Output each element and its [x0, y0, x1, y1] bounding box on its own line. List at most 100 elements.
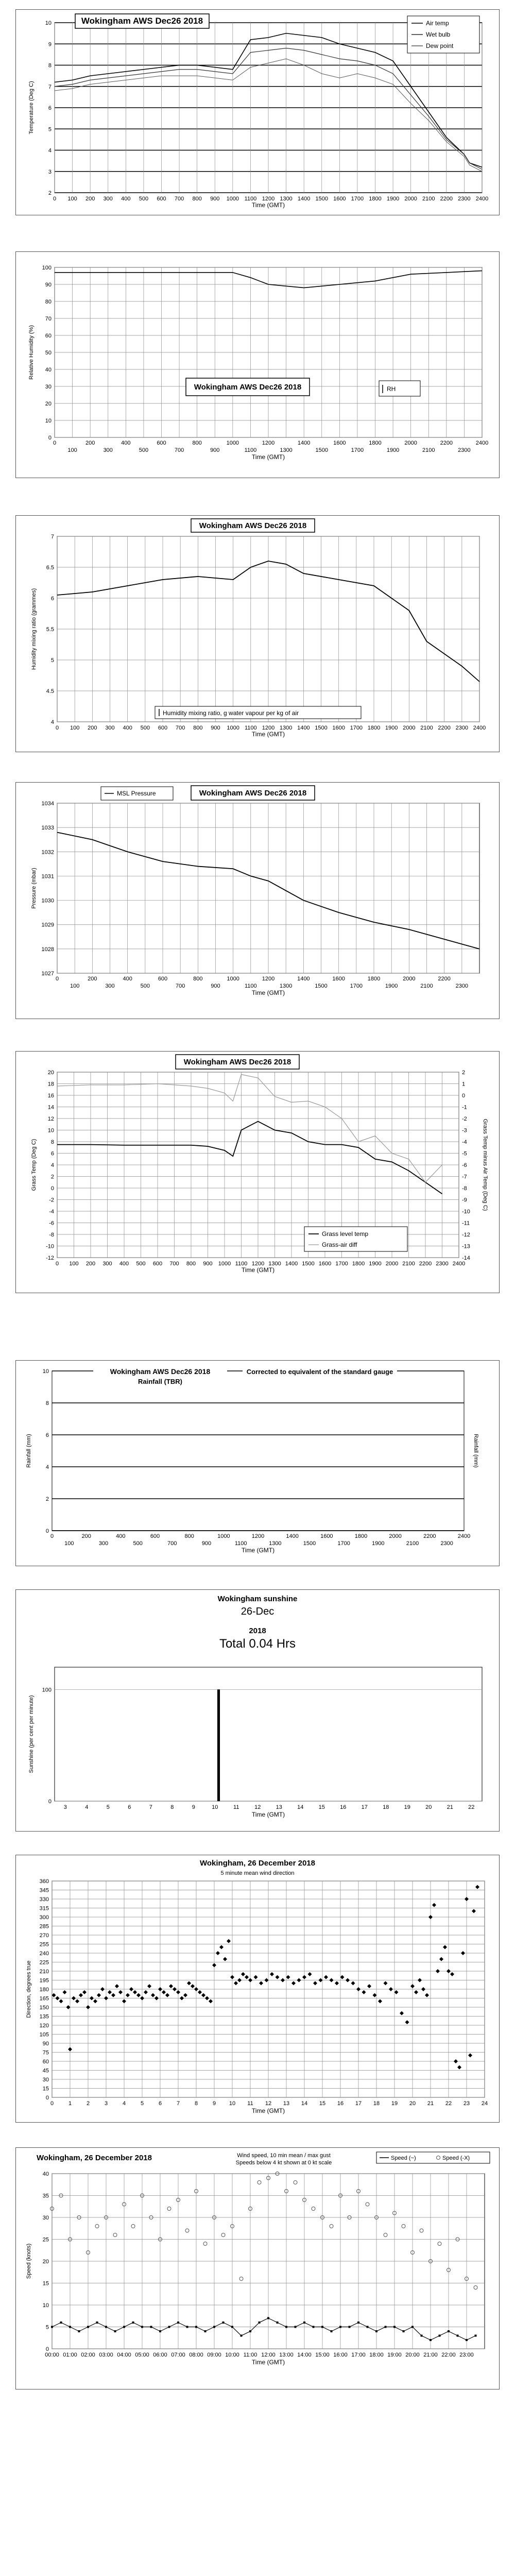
x-tick-label: 13: [283, 2100, 289, 2107]
sunshine-bar: [217, 1689, 219, 1801]
wind-mean-point: [231, 2326, 233, 2328]
x-tick-label: 22: [468, 1804, 474, 1810]
wind-gust-point: [447, 2268, 451, 2272]
x-tick-label: 500: [133, 1540, 142, 1547]
wind-mean-point: [186, 2326, 188, 2328]
y2-tick-label: -9: [462, 1197, 467, 1204]
y-tick-label: 255: [40, 1942, 49, 1948]
x-tick-label: 7: [149, 1804, 152, 1810]
wind-direction-point: [68, 2047, 72, 2052]
wind-gust-point: [392, 2211, 397, 2215]
wind-direction-point: [356, 1987, 360, 1991]
wind-direction-point: [313, 1981, 317, 1986]
wind-direction-point: [154, 1996, 159, 2001]
temp-series-line: [54, 47, 483, 170]
x-tick-label: 1700: [351, 196, 364, 202]
x-tick-label: 2000: [404, 440, 417, 446]
x-axis-label: Time (GMT): [242, 1547, 274, 1554]
wind-mean-point: [249, 2330, 251, 2332]
y-tick-label: 20: [48, 1070, 54, 1076]
x-tick-label: 500: [139, 196, 148, 202]
x-tick-label: 0: [50, 1533, 54, 1539]
x-tick-label: 1300: [280, 196, 292, 202]
chart-title: Wokingham AWS Dec26 2018: [194, 383, 301, 392]
wind-direction-point: [383, 1981, 388, 1986]
x-tick-label: 300: [99, 1540, 108, 1547]
wind-gust-point: [465, 2277, 469, 2281]
wind-direction-point: [187, 1981, 191, 1986]
wind-direction-point: [264, 1978, 269, 1982]
x-tick-label: 300: [104, 447, 113, 453]
x-tick-label: 1900: [372, 1540, 384, 1547]
x-tick-label: 600: [158, 976, 167, 982]
y-tick-label: 30: [43, 2077, 49, 2083]
wind-mean-point: [96, 2321, 98, 2324]
wind-gust-point: [338, 2193, 342, 2198]
x-tick-label: 2300: [456, 725, 468, 731]
x-tick-label: 1500: [315, 983, 327, 989]
chart-title: Wokingham AWS Dec26 2018: [110, 1367, 211, 1376]
sunshine-bar: [218, 1689, 220, 1801]
wind-gust-point: [167, 2207, 171, 2211]
y-tick-label: 10: [45, 20, 52, 26]
chart-subtitle: 5 minute mean wind direction: [220, 1870, 294, 1876]
y-tick-label: 1033: [42, 825, 54, 831]
wind-direction-point: [436, 1969, 440, 1973]
sunshine-chart-panel: 0 100 3 4 5 6 7 8 9 10 11 12 13 14 15 16 17 18 19 20 21 22 Tim…: [15, 1589, 500, 1832]
x-tick-label: 2300: [440, 1540, 453, 1547]
wind-mean-point: [366, 2326, 369, 2328]
x-tick-label: 200: [85, 196, 95, 202]
wind-gust-point: [221, 2233, 226, 2237]
x-tick-label: 1200: [252, 1261, 264, 1267]
x-tick-label: 600: [157, 196, 166, 202]
wind-gust-point: [428, 2259, 433, 2263]
legend-label: Humidity mixing ratio, g water vapour pe…: [163, 709, 299, 717]
x-tick-label: 6: [128, 1804, 131, 1810]
y-tick-label: 20: [43, 2259, 49, 2265]
wind-mean-point: [438, 2334, 441, 2337]
wind-gust-point: [122, 2202, 126, 2207]
wind-speed-chart: 0 5 10 15 20 25 30 35 40 00:00 01:00 02:00 03:00 04:0…: [26, 2151, 490, 2366]
x-tick-label: 300: [102, 1261, 112, 1267]
grass-temp-chart-panel: -12 -10 -8 -6 -4 -2 0 2 4 6 8 10 12 14 16 18 20 0 100 200 30…: [15, 1051, 500, 1293]
x-tick-label: 2200: [440, 196, 453, 202]
wind-direction-point: [351, 1981, 355, 1986]
wind-mean-line: [52, 2317, 476, 2341]
wind-mean-point: [312, 2326, 315, 2328]
x-tick-label: 9: [213, 2100, 216, 2107]
x-tick-label: 600: [150, 1533, 160, 1539]
y-tick-label: 8: [46, 1400, 49, 1406]
chart-title: Wokingham sunshine: [218, 1595, 298, 1603]
legend-label: Air temp: [426, 20, 449, 27]
wind-speed-chart-panel: 0 5 10 15 20 25 30 35 40 00:00 01:00 02:00 03:00 04:0…: [15, 2147, 500, 2389]
y-tick-label: 10: [43, 2302, 49, 2309]
wind-direction-point: [118, 1990, 123, 1994]
x-tick-label: 1000: [217, 1533, 230, 1539]
x-tick-label: 1500: [302, 1261, 314, 1267]
x-tick-label: 16: [337, 2100, 344, 2107]
wind-direction-point: [362, 1990, 366, 1994]
x-tick-label: 300: [104, 196, 113, 202]
x-tick-label: 800: [193, 725, 202, 731]
y-tick-label: 2: [46, 1496, 49, 1502]
x-tick-label: 1800: [355, 1533, 367, 1539]
x-tick-label: 17: [355, 2100, 362, 2107]
x-tick-label: 900: [211, 725, 220, 731]
x-tick-label: 21: [427, 2100, 434, 2107]
y-tick-label: 8: [48, 63, 52, 69]
x-tick-label: 1100: [245, 196, 257, 202]
wind-direction-point: [237, 1978, 242, 1982]
y-tick-label: 0: [48, 1799, 52, 1805]
x-tick-label: 11: [247, 2100, 253, 2107]
x-tick-label: 1600: [320, 1533, 333, 1539]
x-tick-label: 1100: [245, 447, 257, 453]
x-tick-label: 0: [50, 2100, 54, 2107]
y-tick-label: 25: [43, 2237, 49, 2243]
x-tick-label: 21: [447, 1804, 453, 1810]
wind-direction-point: [165, 1993, 169, 1997]
wind-direction-point: [176, 1990, 180, 1994]
wind-direction-point: [281, 1978, 285, 1982]
legend-label: Speed (~): [391, 2155, 416, 2161]
x-tick-label: 500: [141, 983, 150, 989]
